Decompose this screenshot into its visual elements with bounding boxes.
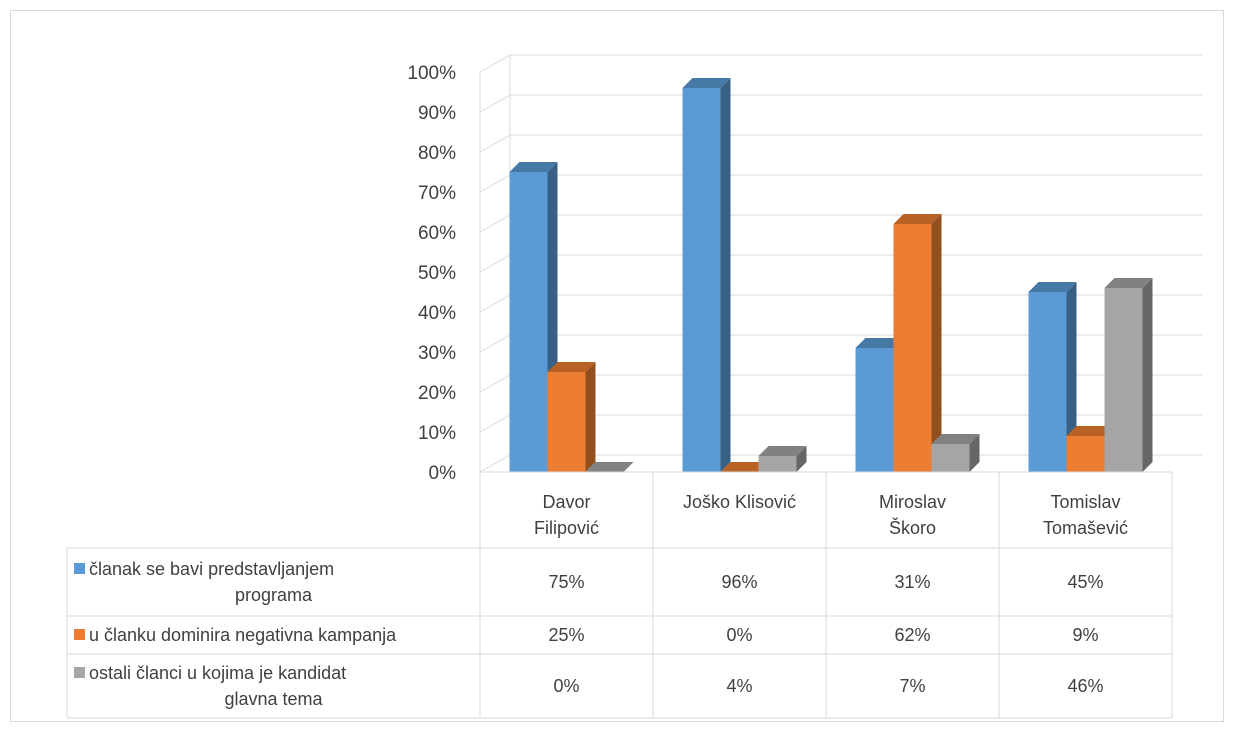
bar-front — [931, 444, 970, 472]
y-tick-label: 0% — [429, 463, 457, 484]
bar-side — [969, 434, 980, 472]
data-label: 25% — [548, 625, 584, 645]
category-label: Škoro — [889, 517, 936, 538]
y-tick-label: 70% — [418, 183, 456, 204]
y-tick-label: 80% — [418, 143, 456, 164]
bar-front — [855, 348, 894, 472]
data-label: 96% — [721, 572, 757, 592]
data-label: 46% — [1067, 676, 1103, 696]
category-label: Tomašević — [1043, 518, 1128, 538]
gridline-side — [479, 334, 511, 353]
bar-front — [1028, 292, 1067, 472]
y-tick-label: 10% — [418, 423, 456, 444]
data-label: 45% — [1067, 572, 1103, 592]
series-name: ostali članci u kojima je kandidat — [89, 663, 346, 683]
gridline-side — [479, 94, 511, 113]
bar-side — [796, 446, 807, 472]
data-label: 4% — [726, 676, 752, 696]
bar — [547, 362, 596, 472]
bar — [931, 434, 980, 472]
bar — [1028, 282, 1077, 472]
legend-key — [74, 563, 85, 574]
y-tick-label: 90% — [418, 103, 456, 124]
bar — [758, 446, 807, 472]
category-label: Davor — [542, 492, 590, 512]
gridline-side — [479, 414, 511, 433]
bar-side — [1066, 282, 1077, 472]
y-tick-label: 40% — [418, 303, 456, 324]
legend-key — [74, 667, 85, 678]
bar-top — [1028, 282, 1077, 292]
data-label: 0% — [553, 676, 579, 696]
bar-top — [720, 462, 769, 472]
chart-frame — [10, 10, 1224, 722]
bar-top — [1066, 426, 1115, 436]
gridline-side — [479, 54, 511, 73]
bar — [720, 462, 769, 472]
category-label: Miroslav — [879, 492, 946, 512]
bar-front — [758, 456, 797, 472]
y-tick-label: 30% — [418, 343, 456, 364]
bar — [1104, 278, 1153, 472]
gridline-side — [479, 294, 511, 313]
bar-top — [547, 362, 596, 372]
gridline-side — [479, 254, 511, 273]
series-name: u članku dominira negativna kampanja — [89, 625, 397, 645]
y-tick-label: 50% — [418, 263, 456, 284]
bar — [509, 162, 558, 472]
gridline-side — [479, 374, 511, 393]
bar-front — [682, 88, 721, 472]
series-name: programa — [235, 585, 313, 605]
data-label: 7% — [899, 676, 925, 696]
category-label: Joško Klisović — [683, 492, 796, 512]
bar-front — [893, 224, 932, 472]
gridline-side — [479, 214, 511, 233]
series-name: članak se bavi predstavljanjem — [89, 559, 334, 579]
bar-front — [1104, 288, 1143, 472]
data-label: 0% — [726, 625, 752, 645]
data-label: 9% — [1072, 625, 1098, 645]
bar-side — [1142, 278, 1153, 472]
bar-side — [931, 214, 942, 472]
bar-top — [1104, 278, 1153, 288]
bar-front — [1066, 436, 1105, 472]
bar-top — [893, 214, 942, 224]
legend-key — [74, 629, 85, 640]
bar-front — [509, 172, 548, 472]
gridline-side — [479, 454, 511, 473]
bar-front — [547, 372, 586, 472]
category-label: Tomislav — [1050, 492, 1120, 512]
category-label: Filipović — [534, 518, 599, 538]
bar — [585, 462, 634, 472]
bar-top — [585, 462, 634, 472]
gridline-side — [479, 134, 511, 153]
bar-top — [682, 78, 731, 88]
bar — [682, 78, 731, 472]
bar-top — [758, 446, 807, 456]
series-name: glavna tema — [224, 689, 323, 709]
gridline-side — [479, 174, 511, 193]
y-tick-label: 100% — [407, 63, 456, 84]
bar-side — [720, 78, 731, 472]
data-label: 31% — [894, 572, 930, 592]
y-tick-label: 60% — [418, 223, 456, 244]
bar-top — [855, 338, 904, 348]
bar — [893, 214, 942, 472]
bar-top — [931, 434, 980, 444]
bar-top — [509, 162, 558, 172]
bar-side — [585, 362, 596, 472]
data-label: 62% — [894, 625, 930, 645]
y-tick-label: 20% — [418, 383, 456, 404]
data-label: 75% — [548, 572, 584, 592]
